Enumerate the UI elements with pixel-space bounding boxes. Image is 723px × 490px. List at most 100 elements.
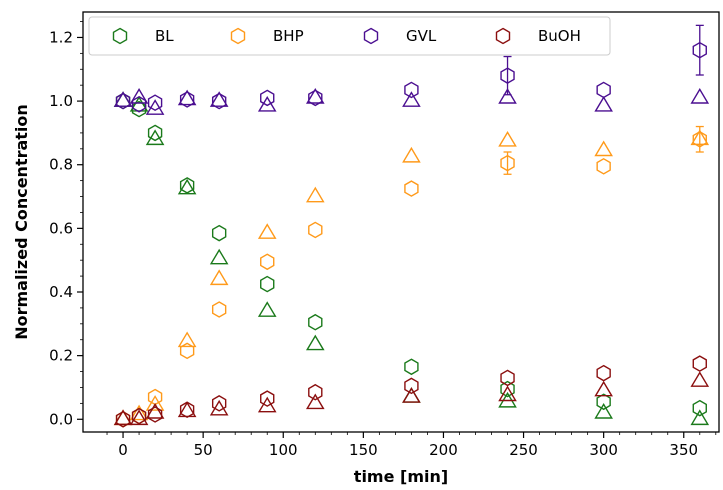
triangle-point bbox=[177, 331, 197, 348]
legend-item-buoh: BuOH bbox=[495, 27, 581, 45]
triangle-point bbox=[177, 89, 197, 106]
triangle-point bbox=[129, 404, 149, 421]
triangle-point bbox=[594, 95, 613, 112]
x-tick-label: 150 bbox=[349, 441, 378, 459]
hexagon-point bbox=[147, 124, 163, 142]
hexagon-point bbox=[260, 253, 275, 271]
series-buoh bbox=[113, 355, 710, 428]
hexagon-point bbox=[692, 399, 707, 417]
hexagon-point bbox=[179, 342, 195, 360]
hexagon-point bbox=[260, 89, 275, 107]
y-tick-label: 0.2 bbox=[49, 347, 73, 365]
triangle-point bbox=[209, 269, 229, 286]
x-tick-label: 300 bbox=[589, 441, 618, 459]
axes: 0 50 100 150 200 250 300 350 0.0 0.2 0.4 0.6 0.8 1.0 1… bbox=[49, 21, 717, 459]
hexagon-point bbox=[500, 369, 515, 387]
hexagon-point bbox=[308, 383, 323, 401]
triangle-point bbox=[257, 301, 277, 317]
y-tick-label: 0.4 bbox=[49, 283, 73, 301]
hexagon-point bbox=[404, 358, 419, 376]
hexagon-point bbox=[404, 81, 419, 99]
series-bhp bbox=[113, 125, 710, 428]
legend-label: BHP bbox=[273, 27, 304, 45]
triangle-point bbox=[594, 403, 613, 419]
triangle-point bbox=[305, 393, 325, 410]
hexagon-point bbox=[596, 364, 611, 382]
triangle-point bbox=[402, 387, 421, 403]
triangle-point bbox=[690, 371, 710, 387]
triangle-point bbox=[145, 403, 165, 419]
y-tick-label: 1.2 bbox=[49, 28, 73, 46]
hexagon-point bbox=[596, 81, 611, 99]
hexagon-point bbox=[131, 95, 147, 113]
triangle-point bbox=[257, 396, 277, 413]
hexagon-point bbox=[596, 158, 611, 175]
triangle-point bbox=[177, 178, 197, 195]
triangle-point bbox=[690, 88, 710, 104]
y-tick-label: 0.0 bbox=[49, 410, 73, 428]
hexagon-point bbox=[131, 407, 147, 425]
x-tick-label: 200 bbox=[429, 441, 458, 459]
hexagon-point bbox=[179, 401, 195, 419]
triangle-point bbox=[305, 334, 325, 351]
hexagon-point bbox=[500, 67, 515, 84]
triangle-point bbox=[113, 91, 133, 107]
x-tick-label: 100 bbox=[269, 441, 298, 459]
y-tick-label: 0.6 bbox=[49, 219, 73, 237]
triangle-point bbox=[209, 91, 229, 107]
legend-marker bbox=[495, 27, 511, 45]
triangle-point bbox=[113, 409, 133, 426]
hexagon-point bbox=[404, 377, 419, 395]
triangle-point bbox=[690, 409, 710, 426]
hexagon-point bbox=[147, 406, 163, 423]
triangle-point bbox=[257, 95, 277, 112]
x-tick-label: 350 bbox=[669, 441, 698, 459]
triangle-point bbox=[209, 248, 229, 265]
hexagon-point bbox=[211, 395, 227, 412]
triangle-point bbox=[498, 385, 517, 402]
series-gvl bbox=[113, 24, 710, 115]
hexagon-point bbox=[596, 393, 611, 411]
hexagon-point bbox=[260, 275, 275, 293]
hexagon-point bbox=[500, 380, 515, 398]
triangle-point bbox=[498, 130, 517, 147]
legend-marker bbox=[230, 27, 246, 45]
legend: BL BHP GVL BuOH bbox=[88, 16, 611, 56]
hexagon-point bbox=[260, 390, 275, 407]
legend-box bbox=[88, 16, 611, 56]
hexagon-point bbox=[179, 177, 195, 194]
hexagon-point bbox=[308, 313, 323, 331]
hexagon-point bbox=[404, 180, 419, 197]
triangle-point bbox=[113, 91, 133, 107]
triangle-point bbox=[177, 401, 197, 418]
triangle-point bbox=[129, 88, 149, 104]
plot-area bbox=[113, 24, 710, 428]
hexagon-point bbox=[147, 94, 163, 111]
hexagon-point bbox=[308, 89, 323, 107]
hexagon-point bbox=[115, 92, 131, 110]
triangle-point bbox=[257, 223, 277, 239]
plot-frame bbox=[82, 11, 720, 433]
triangle-point bbox=[145, 395, 165, 411]
y-tick-label: 0.8 bbox=[49, 156, 73, 174]
legend-label: BL bbox=[155, 27, 174, 45]
hexagon-point bbox=[211, 92, 227, 110]
series-bl bbox=[113, 91, 710, 426]
triangle-point bbox=[305, 186, 325, 203]
triangle-point bbox=[594, 380, 613, 397]
x-axis-title: time [min] bbox=[354, 467, 448, 486]
triangle-point bbox=[305, 88, 325, 104]
y-tick-label: 1.0 bbox=[49, 92, 73, 110]
x-tick-label: 0 bbox=[118, 441, 128, 459]
hexagon-point bbox=[500, 154, 515, 172]
triangle-point bbox=[402, 146, 421, 163]
x-tick-label: 250 bbox=[509, 441, 538, 459]
legend-label: GVL bbox=[406, 27, 437, 45]
triangle-point bbox=[594, 140, 613, 157]
legend-item-bl: BL bbox=[112, 27, 174, 45]
triangle-point bbox=[402, 91, 421, 107]
legend-item-bhp: BHP bbox=[230, 27, 304, 45]
hexagon-point bbox=[179, 91, 195, 108]
legend-marker bbox=[112, 27, 128, 45]
